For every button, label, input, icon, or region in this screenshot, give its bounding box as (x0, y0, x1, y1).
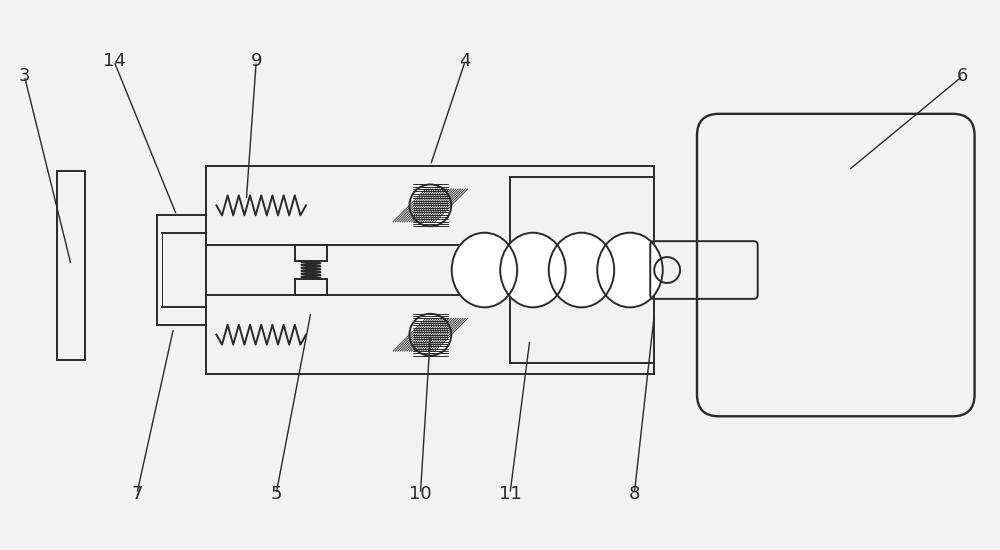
Text: 4: 4 (459, 52, 471, 70)
Text: 9: 9 (250, 52, 262, 70)
Ellipse shape (500, 233, 566, 307)
Ellipse shape (549, 233, 614, 307)
Bar (295, 245, 327, 261)
Circle shape (409, 184, 451, 226)
Bar (295, 279, 327, 295)
Text: 14: 14 (103, 52, 125, 70)
Text: 6: 6 (957, 67, 968, 85)
Text: 11: 11 (499, 485, 521, 503)
Ellipse shape (452, 233, 517, 307)
Text: 5: 5 (270, 485, 282, 503)
Text: 7: 7 (131, 485, 143, 503)
Circle shape (409, 314, 451, 356)
Bar (57, 170, 85, 360)
Text: 8: 8 (629, 485, 640, 503)
Text: 3: 3 (19, 67, 30, 85)
Text: 10: 10 (409, 485, 432, 503)
Ellipse shape (597, 233, 663, 307)
